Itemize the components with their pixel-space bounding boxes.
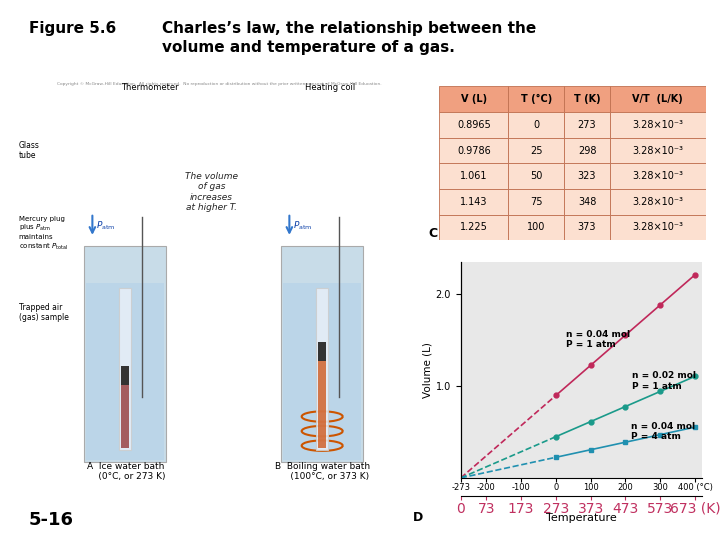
FancyBboxPatch shape	[281, 246, 364, 462]
Text: 273: 273	[577, 120, 596, 130]
Text: 1.061: 1.061	[460, 171, 487, 181]
FancyBboxPatch shape	[439, 189, 508, 214]
Text: 5-16: 5-16	[29, 511, 73, 529]
Text: V (L): V (L)	[461, 94, 487, 104]
Text: 25: 25	[530, 145, 543, 156]
Text: 3.28×10⁻³: 3.28×10⁻³	[632, 120, 683, 130]
Text: T (K): T (K)	[574, 94, 600, 104]
Text: n = 0.04 mol
P = 4 atm: n = 0.04 mol P = 4 atm	[631, 422, 695, 441]
Text: Temperature: Temperature	[546, 513, 617, 523]
FancyBboxPatch shape	[84, 246, 166, 462]
Text: 3.28×10⁻³: 3.28×10⁻³	[632, 197, 683, 207]
Text: Figure 5.6: Figure 5.6	[29, 21, 116, 36]
FancyBboxPatch shape	[508, 163, 564, 189]
Text: Glass
tube: Glass tube	[19, 141, 40, 160]
Text: B  Boiling water bath
     (100°C, or 373 K): B Boiling water bath (100°C, or 373 K)	[274, 462, 370, 481]
FancyBboxPatch shape	[439, 138, 508, 163]
FancyBboxPatch shape	[564, 112, 610, 138]
Text: Heating coil: Heating coil	[305, 83, 356, 92]
Text: Trapped air
(gas) sample: Trapped air (gas) sample	[19, 303, 68, 322]
FancyBboxPatch shape	[610, 86, 706, 112]
Text: 3.28×10⁻³: 3.28×10⁻³	[632, 171, 683, 181]
FancyBboxPatch shape	[610, 163, 706, 189]
FancyBboxPatch shape	[439, 86, 508, 112]
FancyBboxPatch shape	[610, 138, 706, 163]
Text: 0.8965: 0.8965	[457, 120, 491, 130]
FancyBboxPatch shape	[120, 288, 131, 450]
Text: ►: ►	[667, 510, 683, 529]
Text: n = 0.04 mol
P = 1 atm: n = 0.04 mol P = 1 atm	[566, 330, 631, 349]
FancyBboxPatch shape	[508, 214, 564, 240]
Text: 0: 0	[534, 120, 539, 130]
Text: 3.28×10⁻³: 3.28×10⁻³	[632, 222, 683, 233]
FancyBboxPatch shape	[610, 189, 706, 214]
FancyBboxPatch shape	[564, 214, 610, 240]
Text: 75: 75	[530, 197, 543, 207]
FancyBboxPatch shape	[318, 342, 326, 361]
Text: 348: 348	[578, 197, 596, 207]
Text: Copyright © McGraw-Hill Education.  All rights reserved.  No reproduction or dis: Copyright © McGraw-Hill Education. All r…	[58, 82, 382, 86]
Text: 0.9786: 0.9786	[457, 145, 491, 156]
FancyBboxPatch shape	[121, 386, 130, 448]
Text: n = 0.02 mol
P = 1 atm: n = 0.02 mol P = 1 atm	[632, 372, 696, 391]
FancyBboxPatch shape	[508, 112, 564, 138]
Text: 298: 298	[578, 145, 596, 156]
Text: 100: 100	[527, 222, 546, 233]
Y-axis label: Volume (L): Volume (L)	[423, 342, 433, 398]
FancyBboxPatch shape	[508, 138, 564, 163]
Text: Mercury plug
plus $P_{\rm atm}$
maintains
constant $P_{\rm total}$: Mercury plug plus $P_{\rm atm}$ maintain…	[19, 215, 68, 252]
Text: T (°C): T (°C)	[521, 94, 552, 104]
FancyBboxPatch shape	[564, 138, 610, 163]
FancyBboxPatch shape	[318, 361, 326, 448]
FancyBboxPatch shape	[564, 163, 610, 189]
FancyBboxPatch shape	[610, 214, 706, 240]
Text: C: C	[428, 227, 438, 240]
Text: A  Ice water bath
     (0°C, or 273 K): A Ice water bath (0°C, or 273 K)	[84, 462, 166, 481]
FancyBboxPatch shape	[283, 283, 361, 460]
Text: ◄: ◄	[19, 510, 35, 529]
FancyBboxPatch shape	[564, 189, 610, 214]
FancyBboxPatch shape	[121, 366, 130, 385]
FancyBboxPatch shape	[610, 112, 706, 138]
Text: 1.225: 1.225	[460, 222, 487, 233]
Text: V/T  (L/K): V/T (L/K)	[632, 94, 683, 104]
Text: 3.28×10⁻³: 3.28×10⁻³	[632, 145, 683, 156]
FancyBboxPatch shape	[564, 86, 610, 112]
Text: 323: 323	[578, 171, 596, 181]
FancyBboxPatch shape	[439, 163, 508, 189]
FancyBboxPatch shape	[317, 288, 328, 450]
FancyBboxPatch shape	[86, 283, 164, 460]
FancyBboxPatch shape	[439, 214, 508, 240]
Text: 1.143: 1.143	[460, 197, 487, 207]
Text: 50: 50	[530, 171, 543, 181]
Text: $P_{\rm atm}$: $P_{\rm atm}$	[96, 219, 116, 232]
Text: The volume
of gas
increases
at higher T.: The volume of gas increases at higher T.	[185, 172, 238, 212]
Text: Charles’s law, the relationship between the
volume and temperature of a gas.: Charles’s law, the relationship between …	[162, 21, 536, 55]
Text: Thermometer: Thermometer	[121, 83, 179, 92]
FancyBboxPatch shape	[508, 189, 564, 214]
Text: $P_{\rm atm}$: $P_{\rm atm}$	[294, 219, 313, 232]
FancyBboxPatch shape	[439, 112, 508, 138]
FancyBboxPatch shape	[508, 86, 564, 112]
Text: D: D	[413, 511, 423, 524]
Text: 373: 373	[578, 222, 596, 233]
